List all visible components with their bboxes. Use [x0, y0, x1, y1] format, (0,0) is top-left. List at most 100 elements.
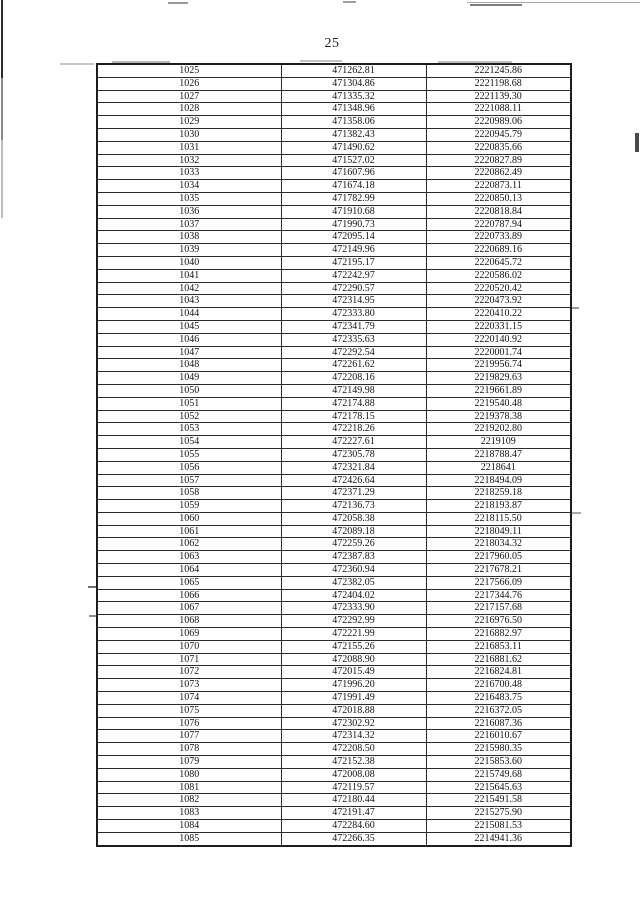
table-row: 1073 471996.20 2216700.48 [96, 678, 572, 693]
table-cell: 2215081.53 [425, 819, 572, 833]
table-row: 1029 471358.06 2220989.06 [96, 115, 572, 129]
table-cell: 2218049.11 [425, 524, 572, 539]
table-cell: 472149.98 [280, 383, 427, 398]
table-cell: 472149.96 [280, 243, 427, 257]
table-row: 1081 472119.57 2215645.63 [96, 780, 572, 795]
table-cell: 471782.99 [280, 191, 427, 206]
table-row: 1028 471348.96 2221088.11 [96, 102, 572, 117]
table-row: 1036 471910.68 2220818.84 [96, 204, 572, 219]
table-cell: 472227.61 [280, 435, 427, 449]
table-cell: 2217344.76 [425, 588, 572, 603]
table-cell: 472178.15 [280, 409, 427, 424]
table-row: 1078 472208.50 2215980.35 [96, 742, 572, 757]
table-cell: 472058.38 [280, 511, 427, 526]
table-cell: 472341.79 [280, 319, 427, 334]
table-cell: 1076 [96, 716, 282, 731]
table-cell: 1031 [96, 140, 282, 155]
table-cell: 472266.35 [280, 831, 427, 847]
table-cell: 472018.88 [280, 703, 427, 718]
table-cell: 2220835.66 [425, 140, 572, 155]
table-cell: 2221088.11 [425, 102, 572, 117]
table-cell: 2216700.48 [425, 678, 572, 693]
table-cell: 471262.81 [280, 63, 427, 78]
table-cell: 472290.57 [280, 281, 427, 296]
table-cell: 472333.80 [280, 307, 427, 321]
table-row: 1067 472333.90 2217157.68 [96, 601, 572, 616]
table-row: 1076 472302.92 2216087.36 [96, 716, 572, 731]
table-cell: 471607.96 [280, 166, 427, 181]
table-row: 1043 472314.95 2220473.92 [96, 294, 572, 309]
table-row: 1046 472335.63 2220140.92 [96, 332, 572, 347]
table-cell: 2217157.68 [425, 601, 572, 616]
table-cell: 1082 [96, 793, 282, 808]
table-cell: 2215491.58 [425, 793, 572, 808]
table-cell: 1083 [96, 806, 282, 821]
table-cell: 1074 [96, 691, 282, 705]
table-cell: 2216087.36 [425, 716, 572, 731]
table-row: 1074 471991.49 2216483.75 [96, 691, 572, 705]
table-cell: 1032 [96, 153, 282, 168]
table-cell: 2220873.11 [425, 179, 572, 193]
page-number: 25 [324, 36, 340, 51]
table-row: 1049 472208.16 2219829.63 [96, 371, 572, 385]
table-row: 1069 472221.99 2216882.97 [96, 627, 572, 641]
scan-artifact-dash [343, 1, 356, 3]
scan-artifact-right-edge [635, 133, 639, 152]
table-cell: 472335.63 [280, 332, 427, 347]
table-cell: 472218.26 [280, 422, 427, 437]
table-row: 1032 471527.02 2220827.89 [96, 153, 572, 168]
table-cell: 2216976.50 [425, 614, 572, 629]
table-cell: 2216010.67 [425, 729, 572, 744]
table-cell: 2220473.92 [425, 294, 572, 309]
table-row: 1052 472178.15 2219378.38 [96, 409, 572, 424]
table-row: 1051 472174.88 2219540.48 [96, 396, 572, 411]
table-cell: 472305.78 [280, 447, 427, 462]
table-row: 1057 472426.64 2218494.09 [96, 473, 572, 488]
table-cell: 472426.64 [280, 473, 427, 488]
table-cell: 2218034.32 [425, 537, 572, 552]
table-cell: 2221139.30 [425, 89, 572, 104]
table-cell: 1059 [96, 499, 282, 513]
scan-artifact-top-line [467, 2, 640, 3]
table-cell: 472136.73 [280, 499, 427, 513]
scan-artifact-left-edge [1, 140, 3, 218]
table-cell: 472008.08 [280, 767, 427, 782]
table-cell: 2219956.74 [425, 358, 572, 373]
table-cell: 1036 [96, 204, 282, 219]
table-row: 1041 472242.97 2220586.02 [96, 268, 572, 283]
table-cell: 471991.49 [280, 691, 427, 705]
table-cell: 1052 [96, 409, 282, 424]
table-row: 1038 472095.14 2220733.89 [96, 230, 572, 245]
table-cell: 1034 [96, 179, 282, 193]
table-row: 1059 472136.73 2218193.87 [96, 499, 572, 513]
table-cell: 472208.16 [280, 371, 427, 385]
table-cell: 471335.32 [280, 89, 427, 104]
table-cell: 1085 [96, 831, 282, 847]
table-cell: 1056 [96, 460, 282, 475]
table-row: 1025 471262.81 2221245.86 [96, 63, 572, 78]
table-cell: 2216853.11 [425, 639, 572, 654]
table-cell: 1064 [96, 563, 282, 577]
table-cell: 1061 [96, 524, 282, 539]
table-cell: 472321.84 [280, 460, 427, 475]
table-row: 1040 472195.17 2220645.72 [96, 255, 572, 270]
table-cell: 1033 [96, 166, 282, 181]
table-cell: 1046 [96, 332, 282, 347]
table-cell: 472152.38 [280, 755, 427, 769]
table-cell: 2215645.63 [425, 780, 572, 795]
table-row: 1037 471990.73 2220787.94 [96, 217, 572, 232]
table-cell: 2220001.74 [425, 345, 572, 360]
table-cell: 471990.73 [280, 217, 427, 232]
table-row: 1070 472155.26 2216853.11 [96, 639, 572, 654]
table-row: 1066 472404.02 2217344.76 [96, 588, 572, 603]
table-cell: 1070 [96, 639, 282, 654]
table-cell: 2218259.18 [425, 486, 572, 501]
table-row: 1030 471382.43 2220945.79 [96, 127, 572, 142]
table-cell: 2220586.02 [425, 268, 572, 283]
table-cell: 2220989.06 [425, 115, 572, 129]
table-cell: 2220520.42 [425, 281, 572, 296]
table-cell: 1065 [96, 575, 282, 590]
table-cell: 2217678.21 [425, 563, 572, 577]
table-cell: 2220945.79 [425, 127, 572, 142]
table-cell: 1037 [96, 217, 282, 232]
